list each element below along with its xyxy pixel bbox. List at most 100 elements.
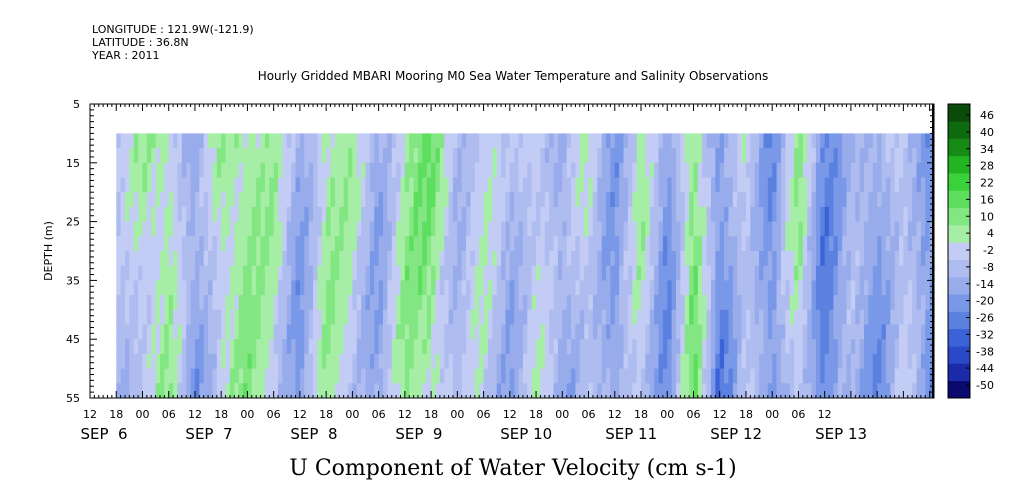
heatmap-cell [894, 324, 900, 340]
heatmap-cell [391, 221, 397, 237]
heatmap-cell [920, 206, 926, 222]
heatmap-cell [461, 353, 467, 369]
heatmap-cell [890, 368, 896, 384]
heatmap-cell [597, 133, 603, 149]
heatmap-cell [247, 324, 253, 340]
heatmap-cell [369, 368, 375, 384]
heatmap-cell [409, 368, 414, 384]
heatmap-cell [326, 280, 331, 296]
heatmap-cell [514, 383, 519, 399]
heatmap-cell [186, 265, 191, 281]
heatmap-cell [348, 383, 353, 399]
heatmap-cell [514, 295, 519, 311]
heatmap-cell [868, 206, 874, 222]
heatmap-cell [767, 192, 773, 208]
heatmap-cell [514, 265, 519, 281]
heatmap-cell [855, 133, 861, 149]
heatmap-cell [251, 177, 257, 193]
heatmap-cell [260, 353, 266, 369]
heatmap-cell [846, 280, 852, 296]
heatmap-cell [916, 162, 922, 178]
x-tick-label: 06 [372, 408, 386, 421]
heatmap-cell [807, 177, 812, 193]
heatmap-cell [566, 295, 572, 311]
heatmap-cell [304, 148, 310, 164]
heatmap-cell [496, 221, 502, 237]
heatmap-cell [872, 339, 878, 355]
heatmap-cell [885, 177, 891, 193]
heatmap-cell [203, 221, 209, 237]
heatmap-cell [146, 236, 152, 252]
heatmap-cell [544, 192, 550, 208]
heatmap-cell [837, 324, 843, 340]
heatmap-cell [321, 148, 327, 164]
heatmap-cell [212, 280, 218, 296]
heatmap-cell [763, 309, 769, 325]
heatmap-cell [724, 265, 729, 281]
heatmap-cell [789, 368, 795, 384]
heatmap-cell [715, 265, 721, 281]
heatmap-cell [745, 339, 751, 355]
heatmap-cell [641, 383, 646, 399]
heatmap-cell [833, 265, 839, 281]
heatmap-cell [522, 177, 528, 193]
heatmap-cell [164, 221, 170, 237]
heatmap-cell [431, 353, 436, 369]
heatmap-cell [750, 368, 756, 384]
heatmap-cell [540, 192, 546, 208]
heatmap-cell [492, 280, 498, 296]
heatmap-cell [352, 339, 358, 355]
heatmap-cell [404, 148, 410, 164]
heatmap-cell [483, 353, 489, 369]
heatmap-cell [212, 309, 218, 325]
heatmap-cell [899, 251, 904, 267]
heatmap-cell [120, 265, 126, 281]
heatmap-cell [369, 177, 375, 193]
heatmap-cell [391, 177, 397, 193]
colorbar-label: -50 [976, 379, 994, 392]
heatmap-cell [675, 192, 681, 208]
heatmap-cell [894, 280, 900, 296]
heatmap-cell [168, 192, 174, 208]
heatmap-cell [116, 206, 122, 222]
heatmap-cell [413, 192, 419, 208]
heatmap-cell [243, 206, 248, 222]
heatmap-cell [339, 353, 345, 369]
heatmap-cell [212, 148, 218, 164]
heatmap-cell [173, 206, 178, 222]
heatmap-cell [680, 251, 686, 267]
heatmap-cell [282, 162, 288, 178]
heatmap-cell [597, 251, 603, 267]
heatmap-cell [124, 192, 130, 208]
heatmap-cell [181, 324, 187, 340]
heatmap-cell [750, 324, 756, 340]
heatmap-cell [658, 192, 664, 208]
heatmap-cell [334, 339, 340, 355]
heatmap-cell [155, 192, 161, 208]
heatmap-cell [614, 280, 620, 296]
x-tick-label: 00 [450, 408, 464, 421]
heatmap-cell [177, 295, 183, 311]
heatmap-cell [404, 221, 410, 237]
heatmap-cell [431, 192, 436, 208]
x-tick-label: 12 [608, 408, 622, 421]
heatmap-cell [133, 368, 139, 384]
heatmap-cell [767, 236, 773, 252]
heatmap-cell [382, 280, 388, 296]
heatmap-cell [907, 324, 913, 340]
heatmap-cell [247, 251, 253, 267]
heatmap-cell [522, 162, 528, 178]
colorbar-swatch [948, 276, 970, 295]
heatmap-cell [374, 148, 380, 164]
heatmap-cell [719, 339, 725, 355]
heatmap-cell [632, 192, 638, 208]
heatmap-cell [212, 324, 218, 340]
heatmap-cell [448, 353, 454, 369]
x-tick-label: 12 [713, 408, 727, 421]
heatmap-cell [754, 309, 760, 325]
heatmap-cell [553, 133, 559, 149]
heatmap-cell [203, 177, 209, 193]
heatmap-cell [199, 295, 205, 311]
heatmap-cell [483, 309, 489, 325]
heatmap-cell [741, 133, 747, 149]
